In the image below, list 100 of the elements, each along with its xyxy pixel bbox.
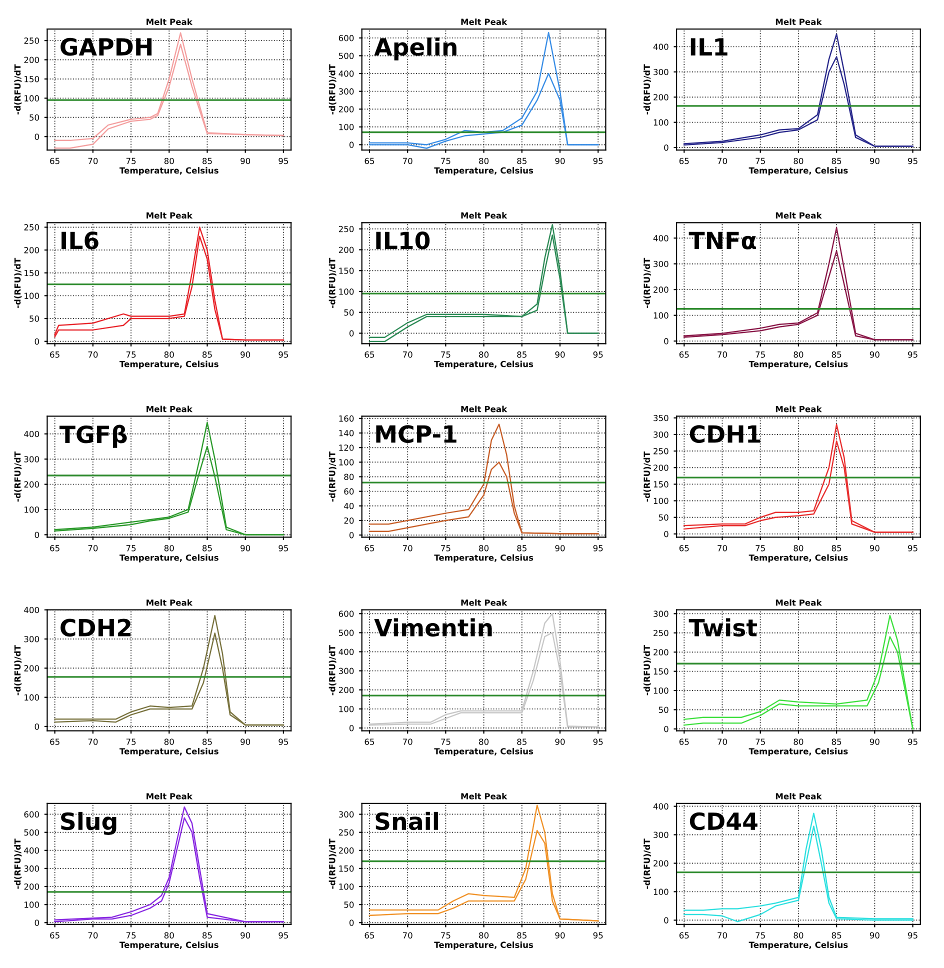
y-tick-label: 400 <box>338 70 354 77</box>
x-tick-label: 75 <box>756 738 765 745</box>
x-tick-label: 85 <box>832 158 842 164</box>
x-tick-label: 95 <box>278 351 288 358</box>
x-tick-label: 85 <box>202 932 212 939</box>
x-tick-label: 70 <box>718 738 728 745</box>
y-tick-label: 50 <box>344 902 354 908</box>
y-tick-label: 250 <box>338 829 354 836</box>
y-tick-label: 350 <box>654 414 668 422</box>
x-tick-label: 80 <box>479 351 489 358</box>
x-tick-label: 75 <box>756 158 765 164</box>
chart-title: Melt Peak <box>146 18 193 25</box>
x-tick-label: 90 <box>240 351 250 358</box>
y-tick-label: 400 <box>24 847 40 854</box>
y-tick-label: 100 <box>339 124 354 130</box>
x-tick-label: 70 <box>718 932 728 939</box>
y-tick-label: 0 <box>664 338 668 344</box>
x-tick-label: 65 <box>364 351 374 358</box>
y-tick-label: 50 <box>658 706 668 713</box>
y-tick-label: 200 <box>24 883 40 890</box>
y-tick-label: 0 <box>349 142 354 148</box>
y-tick-label: 100 <box>339 288 354 295</box>
y-tick-label: 200 <box>654 286 668 293</box>
x-axis-title: Temperature, Celsius <box>434 942 534 950</box>
y-tick-label: 100 <box>24 902 40 908</box>
y-tick-label: 40 <box>344 502 354 510</box>
x-tick-label: 85 <box>517 545 526 552</box>
y-tick-label: 400 <box>24 430 40 438</box>
x-tick-label: 90 <box>240 738 250 745</box>
x-tick-label: 65 <box>679 545 689 552</box>
annotation: Snail <box>376 812 438 830</box>
y-tick-label: 250 <box>24 224 40 230</box>
x-axis-title: Temperature, Celsius <box>434 360 534 369</box>
chart-title: Melt Peak <box>776 212 822 219</box>
y-tick-label: 300 <box>654 610 668 617</box>
y-axis-title: -d(RFU)/dT <box>328 645 336 696</box>
y-tick-label: 50 <box>30 114 40 121</box>
y-tick-label: 50 <box>658 514 668 521</box>
y-axis-title: -d(RFU)/dT <box>328 258 336 308</box>
chart-title: Melt Peak <box>461 406 508 412</box>
y-tick-label: 400 <box>653 803 668 810</box>
chart-title: Melt Peak <box>146 792 193 800</box>
x-tick-label: 85 <box>517 932 526 939</box>
y-axis-title: -d(RFU)/dT <box>644 64 651 114</box>
x-tick-label: 65 <box>364 932 374 939</box>
x-tick-label: 65 <box>50 545 60 552</box>
y-axis-title: -d(RFU)/dT <box>644 258 651 308</box>
x-tick-label: 70 <box>718 158 728 164</box>
y-tick-label: 160 <box>339 415 354 422</box>
y-axis-title: -d(RFU)/dT <box>14 258 22 308</box>
annotation: Apelin <box>374 38 456 60</box>
y-axis-title: -d(RFU)/dT <box>644 451 651 502</box>
x-tick-label: 75 <box>126 158 136 164</box>
x-tick-label: 75 <box>441 352 450 358</box>
x-tick-label: 70 <box>88 351 98 358</box>
x-tick-label: 90 <box>870 351 880 358</box>
y-tick-label: 400 <box>24 606 40 614</box>
chart-title: Melt Peak <box>146 212 193 219</box>
y-tick-label: 400 <box>653 44 668 50</box>
x-tick-label: 90 <box>870 545 880 552</box>
y-tick-label: 300 <box>338 811 354 818</box>
x-tick-label: 70 <box>402 545 412 552</box>
y-axis-title: -d(RFU)/dT <box>328 451 336 502</box>
y-tick-label: 600 <box>338 34 354 42</box>
y-tick-label: 0 <box>349 920 354 926</box>
x-tick-label: 75 <box>756 352 765 358</box>
x-tick-label: 90 <box>240 158 250 164</box>
y-tick-label: 300 <box>654 260 668 268</box>
annotation: CDH1 <box>690 425 760 443</box>
x-tick-label: 85 <box>832 932 842 939</box>
x-tick-label: 70 <box>718 351 728 358</box>
x-tick-label: 75 <box>441 545 450 552</box>
x-tick-label: 95 <box>278 545 288 552</box>
y-tick-label: 200 <box>654 860 668 867</box>
x-axis-title: Temperature, Celsius <box>120 748 218 756</box>
y-tick-label: 60 <box>344 488 354 495</box>
y-tick-label: 150 <box>654 481 668 488</box>
x-tick-label: 70 <box>88 158 98 164</box>
y-axis-title: -d(RFU)/dT <box>14 451 22 502</box>
x-axis-title: Temperature, Celsius <box>748 748 848 756</box>
x-tick-label: 80 <box>794 545 804 552</box>
x-tick-label: 85 <box>202 738 212 745</box>
x-tick-label: 80 <box>479 545 489 552</box>
y-tick-label: 400 <box>338 648 354 656</box>
y-tick-label: 300 <box>24 865 40 872</box>
x-tick-label: 80 <box>794 932 804 939</box>
y-tick-label: 250 <box>654 448 668 454</box>
x-tick-label: 80 <box>164 351 174 358</box>
x-tick-label: 80 <box>164 738 174 745</box>
annotation: IL1 <box>690 38 728 56</box>
x-tick-label: 85 <box>202 351 212 358</box>
y-tick-label: 100 <box>654 119 668 126</box>
annotation: TNFα <box>688 232 756 250</box>
x-tick-label: 80 <box>794 351 804 358</box>
x-tick-label: 85 <box>517 738 526 745</box>
x-tick-label: 65 <box>50 932 60 939</box>
y-tick-label: 200 <box>24 56 40 64</box>
x-tick-label: 90 <box>870 932 880 939</box>
x-tick-label: 85 <box>832 545 842 552</box>
chart-title: Melt Peak <box>776 792 822 800</box>
